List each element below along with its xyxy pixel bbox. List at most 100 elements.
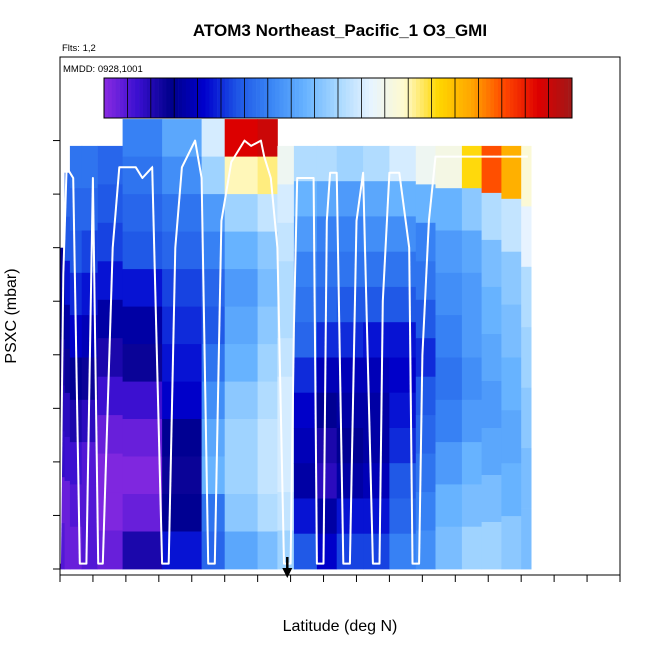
- colorbar-segment: [127, 78, 132, 118]
- heatmap-cell: [461, 315, 483, 358]
- heatmap-cell: [64, 525, 71, 570]
- heatmap-cell: [481, 428, 502, 476]
- heatmap-cell: [277, 492, 295, 531]
- heatmap-cell: [257, 456, 278, 495]
- heatmap-cell: [316, 322, 338, 358]
- colorbar-segment: [564, 78, 569, 118]
- heatmap-cell: [501, 251, 522, 305]
- heatmap-cell: [481, 334, 502, 382]
- colorbar-segment: [544, 78, 549, 118]
- heatmap-cell: [257, 494, 278, 532]
- colorbar-segment: [174, 78, 179, 118]
- heatmap-cell: [435, 399, 463, 443]
- heatmap-cell: [461, 272, 483, 316]
- colorbar-segment: [139, 78, 144, 118]
- colorbar-segment: [505, 78, 510, 118]
- colorbar-segment: [552, 78, 557, 118]
- colorbar-segment: [517, 78, 522, 118]
- heatmap-cell: [81, 188, 98, 231]
- colorbar-segment: [150, 78, 155, 118]
- colorbar-segment: [439, 78, 444, 118]
- heatmap-cell: [481, 145, 502, 194]
- colorbar-segment: [228, 78, 233, 118]
- colorbar-segment: [119, 78, 124, 118]
- heatmap-cell: [162, 194, 202, 232]
- heatmap-cell: [415, 376, 436, 416]
- date-note: MMDD: 0928,1001: [63, 64, 143, 75]
- heatmap-cell: [224, 531, 258, 570]
- heatmap-cell: [435, 526, 463, 570]
- heatmap-cell: [201, 156, 226, 195]
- colorbar: [103, 77, 573, 119]
- colorbar-segment: [256, 78, 261, 118]
- heatmap-cell: [316, 357, 338, 394]
- heatmap-cell: [122, 231, 163, 270]
- heatmap-cell: [293, 251, 318, 288]
- heatmap-cell: [435, 145, 463, 189]
- heatmap-cell: [521, 387, 532, 449]
- heatmap-cell: [481, 522, 502, 570]
- colorbar-segment: [244, 78, 249, 118]
- colorbar-segment: [435, 78, 440, 118]
- heatmap-cell: [69, 484, 83, 528]
- chart-title: ATOM3 Northeast_Pacific_1 O3_GMI: [193, 21, 487, 40]
- heatmap-cell: [224, 494, 258, 532]
- heatmap-cell: [435, 442, 463, 485]
- colorbar-segment: [236, 78, 241, 118]
- heatmap-cell: [201, 269, 226, 307]
- colorbar-segment: [267, 78, 272, 118]
- heatmap-cell: [69, 145, 83, 189]
- heatmap-cell: [64, 260, 71, 306]
- heatmap-cell: [277, 338, 295, 378]
- heatmap-cell: [316, 498, 338, 535]
- colorbar-segment: [158, 78, 163, 118]
- heatmap-cell: [389, 286, 417, 323]
- heatmap-cell: [363, 145, 390, 182]
- heatmap-cell: [293, 392, 318, 429]
- colorbar-segment: [221, 78, 226, 118]
- colorbar-segment: [170, 78, 175, 118]
- heatmap-cell: [501, 145, 522, 200]
- colorbar-segment: [455, 78, 460, 118]
- colorbar-segment: [217, 78, 222, 118]
- heatmap-cell: [316, 463, 338, 499]
- colorbar-segment: [338, 78, 343, 118]
- colorbar-segment: [423, 78, 428, 118]
- heatmap-cell: [363, 463, 390, 499]
- heatmap-cell: [521, 266, 532, 328]
- heatmap-cell: [122, 156, 163, 195]
- heatmap-cell: [201, 194, 226, 232]
- colorbar-segment: [334, 78, 339, 118]
- colorbar-segment: [369, 78, 374, 118]
- colorbar-segment: [533, 78, 538, 118]
- colorbar-segment: [470, 78, 475, 118]
- heatmap-cell: [64, 348, 71, 394]
- colorbar-segment: [248, 78, 253, 118]
- heatmap-cell: [316, 392, 338, 429]
- heatmap-cell: [81, 145, 98, 189]
- colorbar-segment: [462, 78, 467, 118]
- heatmap-cell: [257, 306, 278, 345]
- colorbar-segment: [373, 78, 378, 118]
- colorbar-segment: [260, 78, 265, 118]
- colorbar-segment: [384, 78, 389, 118]
- heatmap-cell: [481, 475, 502, 523]
- heatmap-cell: [224, 419, 258, 457]
- colorbar-segment: [252, 78, 257, 118]
- heatmap-cell: [122, 419, 163, 457]
- colorbar-segment: [291, 78, 296, 118]
- heatmap-cell: [201, 494, 226, 532]
- colorbar-segment: [330, 78, 335, 118]
- heatmap-cell: [162, 344, 202, 382]
- colorbar-segment: [408, 78, 413, 118]
- colorbar-segment: [107, 78, 113, 118]
- colorbar-segment: [263, 78, 269, 118]
- heatmap-cell: [81, 230, 98, 274]
- colorbar-segment: [377, 78, 382, 118]
- heatmap-cell: [277, 261, 295, 301]
- heatmap-cell: [415, 299, 436, 339]
- colorbar-segment: [560, 78, 565, 118]
- heatmap-cell: [415, 145, 436, 185]
- colorbar-segment: [357, 78, 362, 118]
- plot-frame: [59, 56, 621, 576]
